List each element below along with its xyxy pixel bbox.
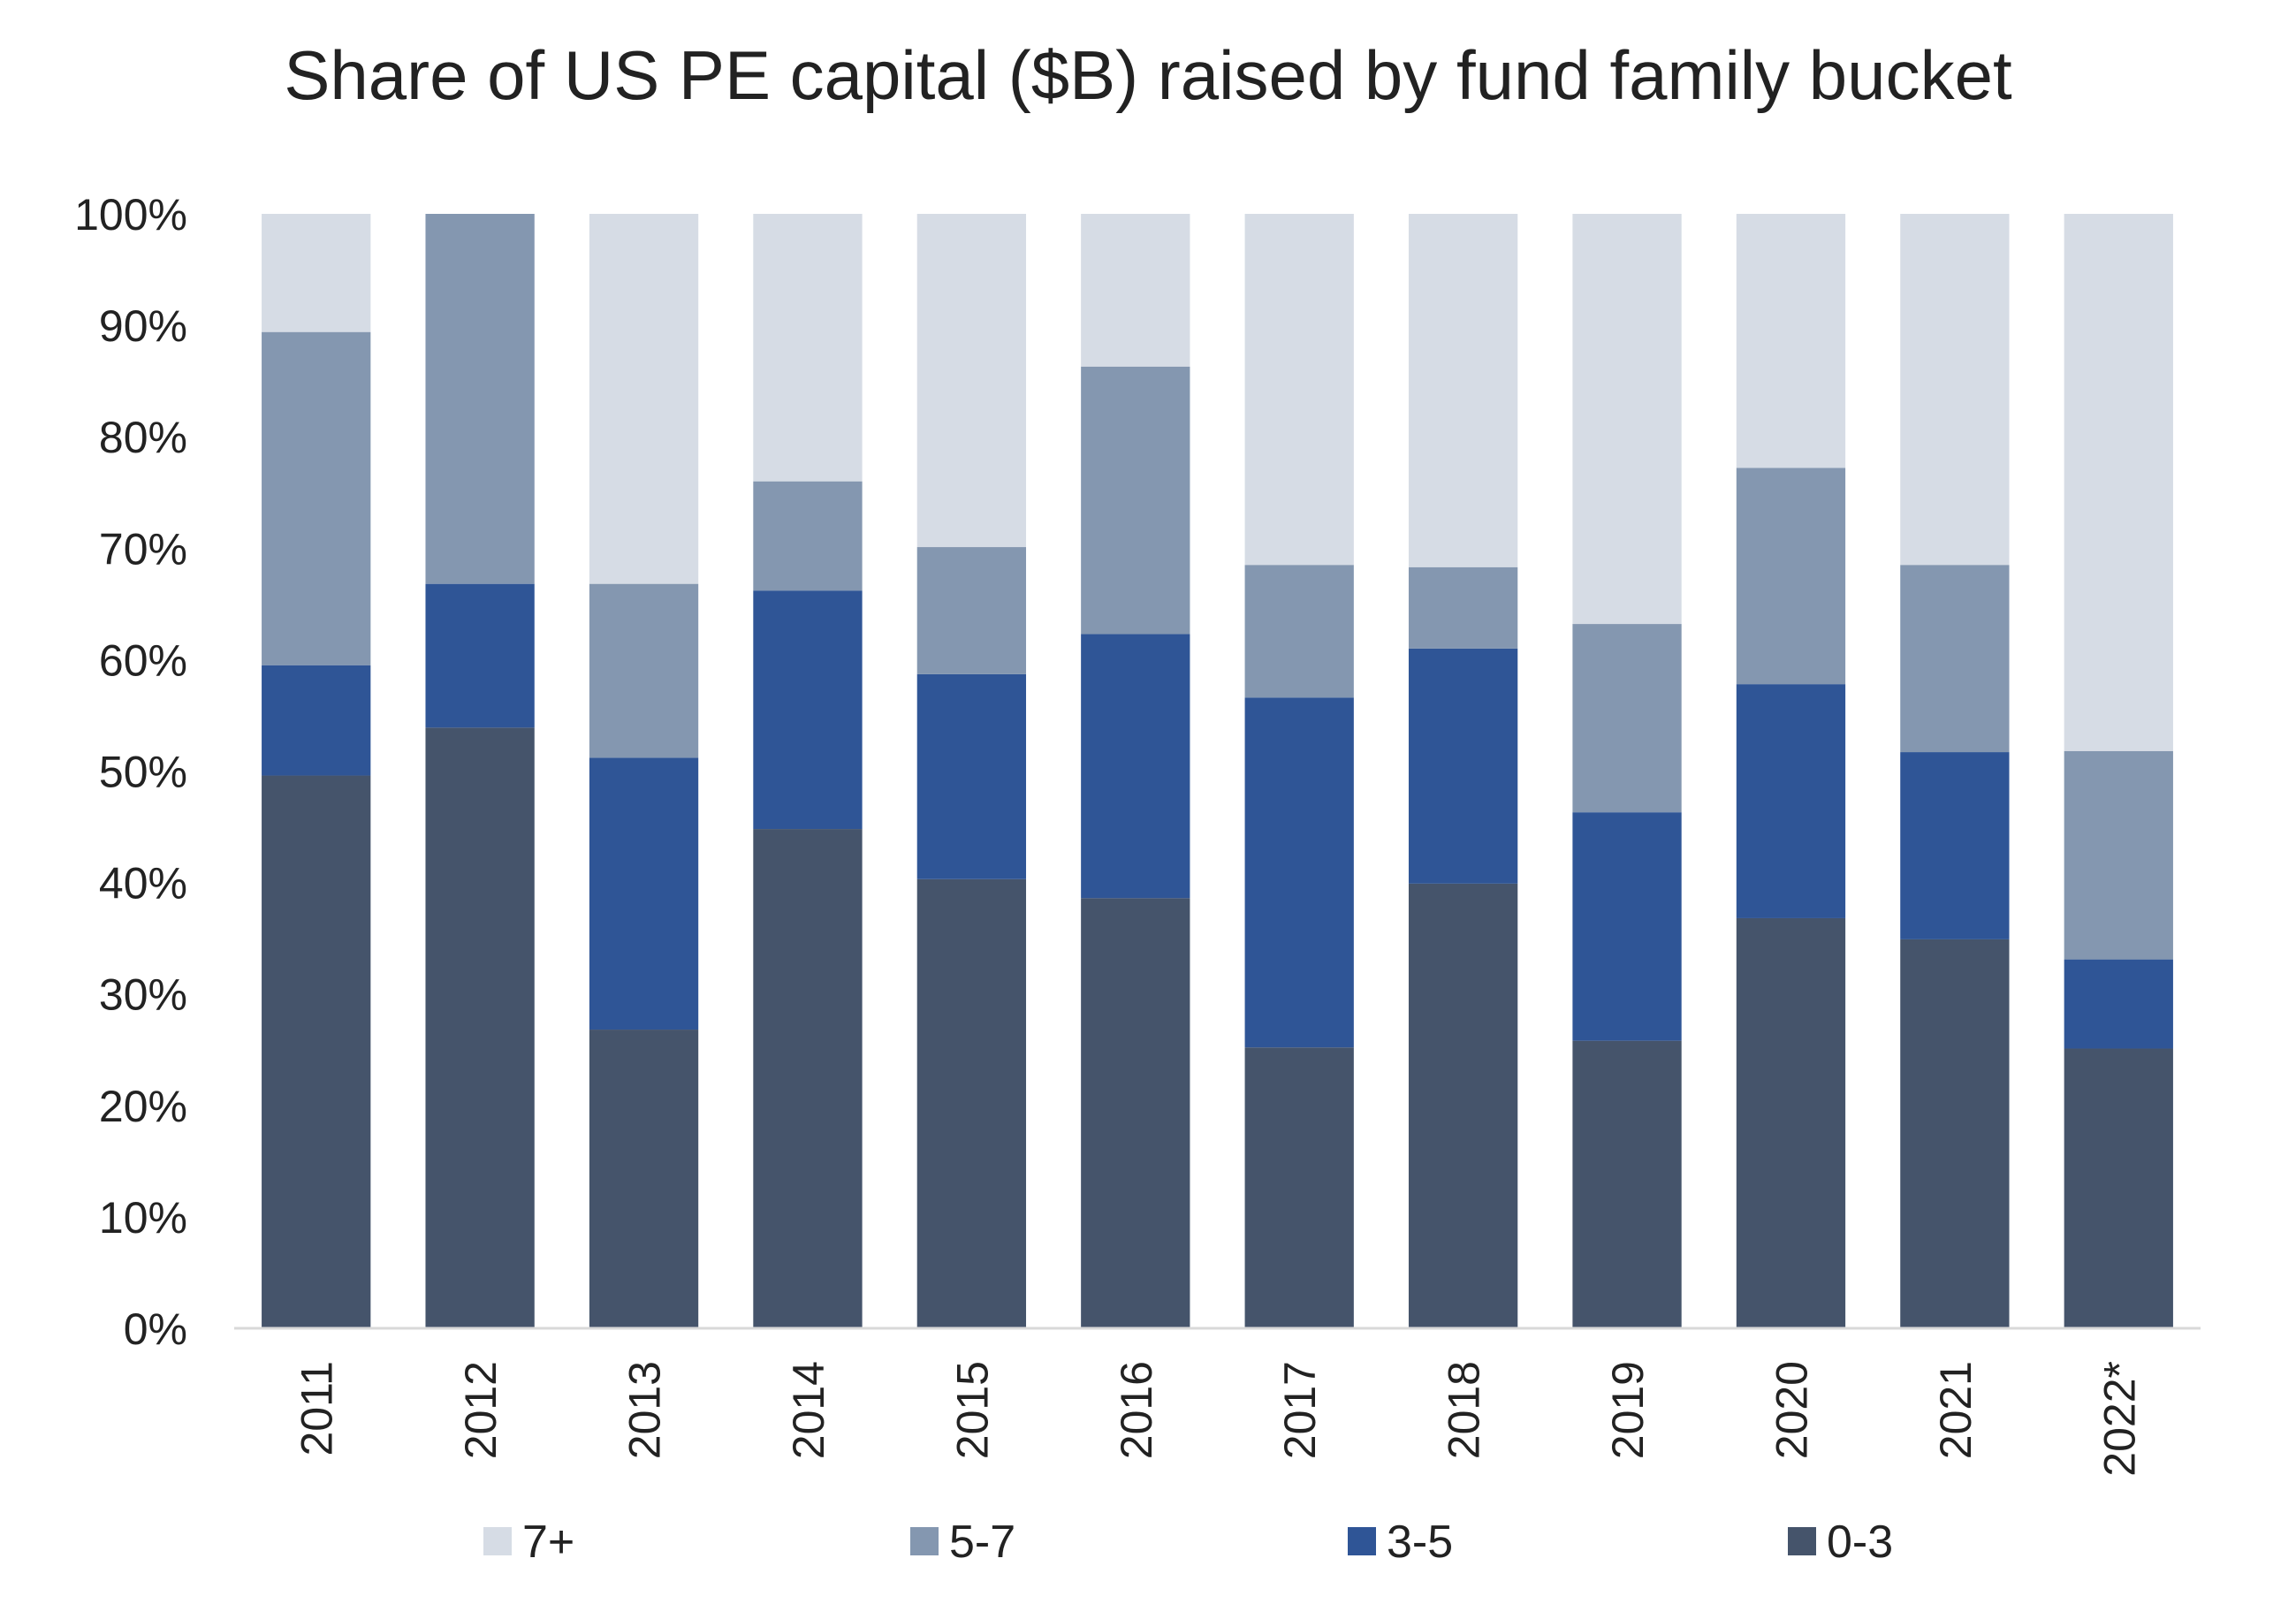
x-tick-label: 2012 [456, 1361, 506, 1459]
chart-title: Share of US PE capital ($B) raised by fu… [284, 36, 2012, 114]
bar-segment-2021-0-3 [1900, 939, 2010, 1328]
legend-label: 0-3 [1827, 1517, 1893, 1568]
bar-segment-2020-0-3 [1736, 917, 1846, 1328]
bar-segment-2015-7plus [916, 214, 1027, 548]
bar-segment-2016-5-7 [1081, 366, 1190, 635]
legend-item-0-3: 0-3 [1788, 1517, 1893, 1568]
bar-segment-2021-3-5 [1900, 752, 2010, 939]
bars-layer [262, 214, 2173, 1328]
bar-segment-2017-3-5 [1244, 697, 1354, 1048]
legend-label: 3-5 [1387, 1517, 1453, 1568]
bar-segment-2012-3-5 [425, 583, 535, 728]
bar-segment-2022star-0-3 [2064, 1048, 2173, 1328]
y-tick-label: 90% [99, 301, 187, 351]
bar-segment-2011-7plus [262, 214, 371, 332]
bar-segment-2011-0-3 [262, 775, 371, 1328]
y-tick-label: 40% [99, 859, 187, 908]
bar-segment-2016-0-3 [1081, 898, 1190, 1328]
bar-segment-2017-5-7 [1244, 565, 1354, 698]
bar-segment-2015-3-5 [916, 673, 1027, 879]
bar-segment-2018-3-5 [1408, 648, 1518, 884]
legend-item-3-5: 3-5 [1348, 1517, 1453, 1568]
bar-segment-2020-7plus [1736, 214, 1846, 468]
legend-swatch [483, 1527, 512, 1555]
bar-segment-2011-5-7 [262, 331, 371, 665]
bar-segment-2013-7plus [589, 214, 699, 584]
x-tick-label: 2014 [784, 1361, 833, 1459]
y-tick-label: 0% [124, 1304, 187, 1354]
y-axis-ticks: 0% 10% 20% 30% 40% 50% 60% 70% 80% 90% 100% [74, 190, 187, 1354]
bar-segment-2015-0-3 [916, 878, 1027, 1328]
x-tick-label: 2016 [1112, 1361, 1161, 1459]
legend-label: 5-7 [949, 1517, 1015, 1568]
x-tick-label: 2018 [1440, 1361, 1489, 1459]
bar-segment-2020-3-5 [1736, 684, 1846, 918]
bar-segment-2020-5-7 [1736, 468, 1846, 685]
bar-segment-2011-3-5 [262, 665, 371, 776]
bar-segment-2019-7plus [1572, 214, 1682, 625]
legend: 7+ 5-7 3-5 0-3 [483, 1517, 1893, 1568]
bar-segment-2015-5-7 [916, 547, 1027, 674]
x-tick-label: 2021 [1931, 1361, 1980, 1459]
legend-item-7plus: 7+ [483, 1517, 574, 1568]
y-tick-label: 80% [99, 413, 187, 462]
legend-swatch [1788, 1527, 1816, 1555]
bar-segment-2016-7plus [1081, 214, 1190, 367]
bar-segment-2019-5-7 [1572, 624, 1682, 813]
bar-segment-2013-5-7 [589, 583, 699, 758]
bar-segment-2019-0-3 [1572, 1040, 1682, 1328]
y-tick-label: 10% [99, 1193, 187, 1243]
y-tick-label: 20% [99, 1082, 187, 1131]
bar-segment-2021-7plus [1900, 214, 2010, 566]
bar-segment-2022star-5-7 [2064, 750, 2173, 960]
y-tick-label: 100% [74, 190, 187, 239]
bar-segment-2022star-3-5 [2064, 959, 2173, 1049]
y-tick-label: 50% [99, 748, 187, 797]
bar-segment-2022star-7plus [2064, 214, 2173, 751]
legend-swatch [1348, 1527, 1376, 1555]
bar-segment-2019-3-5 [1572, 812, 1682, 1041]
legend-swatch [910, 1527, 939, 1555]
x-axis-ticks: 2011 2012 2013 2014 2015 2016 2017 2018 2019 2020… [293, 1361, 2145, 1477]
x-tick-label: 2011 [293, 1361, 342, 1456]
bar-segment-2018-0-3 [1408, 883, 1518, 1328]
bar-segment-2016-3-5 [1081, 634, 1190, 899]
y-tick-label: 60% [99, 635, 187, 685]
x-tick-label: 2015 [947, 1361, 997, 1459]
bar-segment-2018-5-7 [1408, 566, 1518, 649]
bar-segment-2014-5-7 [753, 481, 863, 591]
bar-segment-2013-0-3 [589, 1030, 699, 1328]
bar-segment-2012-0-3 [425, 727, 535, 1328]
bar-segment-2012-5-7 [425, 214, 535, 584]
bar-segment-2017-7plus [1244, 214, 1354, 566]
x-tick-label: 2019 [1603, 1361, 1653, 1459]
x-tick-label: 2020 [1767, 1361, 1816, 1459]
bar-segment-2013-3-5 [589, 757, 699, 1030]
legend-label: 7+ [522, 1517, 574, 1568]
x-tick-label: 2022* [2095, 1361, 2144, 1477]
bar-segment-2014-7plus [753, 214, 863, 482]
bar-segment-2021-5-7 [1900, 565, 2010, 753]
x-tick-label: 2013 [620, 1361, 670, 1459]
x-tick-label: 2017 [1275, 1361, 1325, 1459]
bar-segment-2014-0-3 [753, 829, 863, 1328]
y-tick-label: 70% [99, 524, 187, 574]
y-tick-label: 30% [99, 970, 187, 1020]
bar-segment-2014-3-5 [753, 590, 863, 830]
bar-segment-2018-7plus [1408, 214, 1518, 567]
bar-segment-2017-0-3 [1244, 1047, 1354, 1328]
legend-item-5-7: 5-7 [910, 1517, 1015, 1568]
